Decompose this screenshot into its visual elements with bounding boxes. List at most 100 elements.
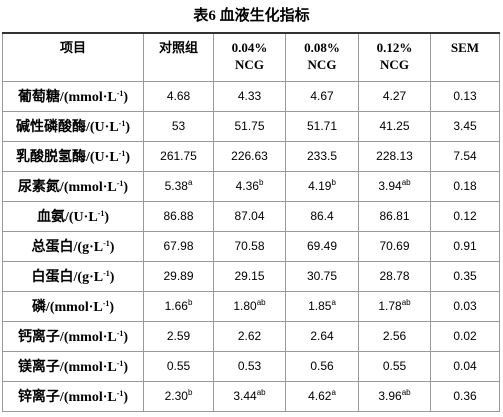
value-cell: 2.56 (358, 320, 431, 352)
significance-letter: b (258, 178, 264, 187)
value-cell: 0.12 (430, 200, 500, 232)
value-cell: 51.75 (213, 110, 286, 142)
value-cell: 0.13 (430, 80, 500, 112)
value-cell: 0.55 (143, 350, 214, 382)
item-unit-exponent: -1 (116, 179, 124, 188)
value-cell: 2.59 (143, 320, 214, 352)
value-cell: 5.38a (143, 170, 214, 202)
table-row: 磷/(mmol·L-1) 1.66b 1.80ab 1.85a 1.78ab 0.03 (2, 290, 500, 322)
item-unit-end: ) (109, 270, 115, 285)
value-cell: 0.18 (430, 170, 500, 202)
value-cell: 86.81 (358, 200, 431, 232)
value-cell: 2.30b (143, 380, 214, 412)
significance-letter: a (187, 178, 193, 187)
item-unit-exponent: -1 (97, 209, 105, 218)
header-cell: 0.04% NCG (213, 32, 286, 82)
value-cell: 0.91 (430, 230, 500, 262)
value-cell: 1.85a (285, 290, 359, 322)
value-cell: 70.69 (358, 230, 431, 262)
value-cell: 30.75 (285, 260, 359, 292)
significance-letter: ab (401, 178, 411, 187)
value: 4.19 (308, 179, 332, 193)
value: 29.15 (234, 269, 265, 283)
item-unit-exponent: -1 (118, 149, 126, 158)
value: 30.75 (306, 269, 338, 283)
value-cell: 261.75 (143, 140, 214, 172)
table-row: 白蛋白/(g·L-1) 29.89 29.15 30.75 28.78 0.35 (2, 260, 500, 292)
table-row: 血氨/(U·L-1) 86.88 87.04 86.4 86.81 0.12 (2, 200, 500, 232)
value-cell: 1.80ab (213, 290, 286, 322)
value: 0.12 (453, 209, 477, 223)
significance-letter: b (187, 388, 193, 397)
value-cell: 4.67 (285, 80, 359, 112)
significance-letter: a (331, 388, 336, 397)
value: 51.75 (234, 119, 265, 133)
value-cell: 0.53 (213, 350, 286, 382)
value: 0.18 (453, 179, 477, 193)
table-row: 镁离子/(mmol·L-1) 0.55 0.53 0.56 0.55 0.04 (2, 350, 500, 382)
value: 0.36 (453, 389, 477, 403)
value: 1.80 (233, 299, 257, 313)
item-unit-exponent: -1 (116, 389, 124, 398)
value-cell: 2.64 (285, 320, 359, 352)
value-cell: 0.35 (430, 260, 500, 292)
value-cell: 51.71 (285, 110, 359, 142)
value: 1.85 (308, 299, 332, 313)
table-row: 乳酸脱氢酶/(U·L-1) 261.75 226.63 233.5 228.13 7.54 (2, 140, 500, 172)
value: 70.58 (234, 239, 265, 253)
value: 5.38 (164, 179, 188, 193)
value-cell: 3.44ab (213, 380, 286, 412)
item-unit-end: ) (123, 390, 129, 405)
value-cell: 0.02 (430, 320, 500, 352)
value: 4.36 (235, 179, 259, 193)
item-unit-end: ) (109, 300, 115, 315)
header-line: NCG (380, 57, 409, 72)
value: 4.33 (237, 89, 262, 103)
item-cell: 总蛋白/(g·L-1) (2, 230, 144, 262)
table-row: 碱性磷酸酶/(U·L-1) 53 51.75 51.71 41.25 3.45 (2, 110, 500, 142)
value-cell: 1.66b (143, 290, 214, 322)
table-row: 锌离子/(mmol·L-1) 2.30b 3.44ab 4.62a 3.96ab 0.36 (2, 380, 500, 412)
header-cell: 对照组 (143, 32, 214, 82)
value-cell: 2.62 (213, 320, 286, 352)
value-cell: 7.54 (430, 140, 500, 172)
value: 86.88 (163, 209, 194, 223)
value-cell: 0.36 (430, 380, 500, 412)
value: 53 (171, 119, 186, 133)
value: 86.4 (310, 209, 334, 223)
value-cell: 87.04 (213, 200, 286, 232)
header-cell: 项目 (2, 32, 144, 82)
value-cell: 228.13 (358, 140, 431, 172)
value-cell: 0.03 (430, 290, 500, 322)
value: 41.25 (379, 119, 410, 133)
value-cell: 4.36b (213, 170, 286, 202)
significance-letter: ab (256, 388, 266, 397)
item-name: 锌离子/(mmol·L (17, 390, 117, 405)
significance-letter: b (331, 178, 336, 187)
value-cell: 4.19b (285, 170, 359, 202)
table-body: 项目 对照组 0.04% NCG 0.08% NCG 0.12% NCG SEM 葡萄糖/(mmo… (2, 32, 500, 412)
header-cell: 0.08% NCG (285, 32, 359, 82)
value: 226.63 (231, 149, 268, 163)
item-unit-exponent: -1 (116, 359, 124, 368)
value-cell: 4.27 (358, 80, 431, 112)
item-cell: 尿素氮/(mmol·L-1) (2, 170, 144, 202)
value-cell: 226.63 (213, 140, 286, 172)
item-cell: 镁离子/(mmol·L-1) (2, 350, 144, 382)
header-cell: SEM (430, 32, 500, 82)
significance-letter: ab (401, 298, 411, 307)
value-cell: 86.88 (143, 200, 214, 232)
table-row: 钙离子/(mmol·L-1) 2.59 2.62 2.64 2.56 0.02 (2, 320, 500, 352)
item-unit-end: ) (104, 210, 109, 225)
header-row: 项目 对照组 0.04% NCG 0.08% NCG 0.12% NCG SEM (2, 32, 500, 82)
value-cell: 3.94ab (358, 170, 431, 202)
header-line: 0.04% (231, 40, 268, 55)
item-cell: 血氨/(U·L-1) (2, 200, 144, 232)
item-cell: 钙离子/(mmol·L-1) (2, 320, 144, 352)
table-row: 总蛋白/(g·L-1) 67.98 70.58 69.49 70.69 0.91 (2, 230, 500, 262)
item-cell: 磷/(mmol·L-1) (2, 290, 144, 322)
value: 261.75 (160, 149, 197, 163)
value: 51.71 (306, 119, 338, 133)
table-row: 葡萄糖/(mmol·L-1) 4.68 4.33 4.67 4.27 0.13 (2, 80, 500, 112)
